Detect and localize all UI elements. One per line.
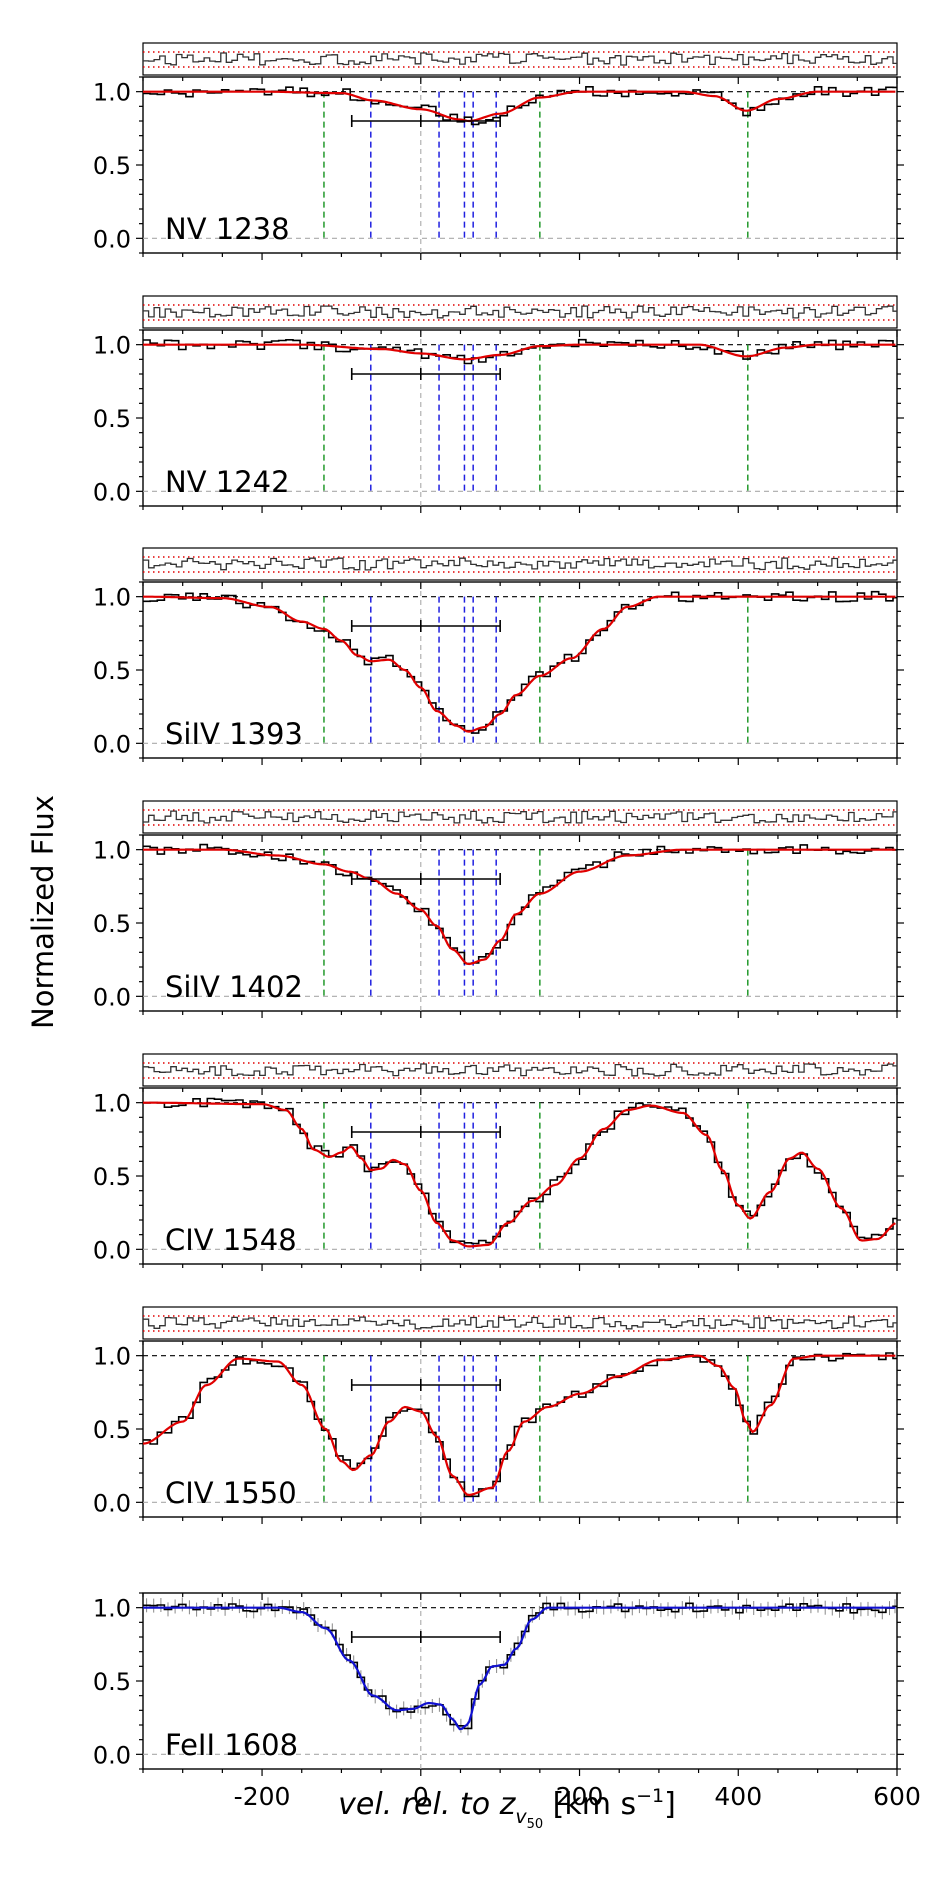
- model-curve: [143, 595, 896, 733]
- y-tick-label: 0.0: [93, 730, 131, 758]
- x-tick-label: -200: [234, 1782, 291, 1811]
- y-tick-label: 0.0: [93, 983, 131, 1011]
- y-tick-label: 1.0: [93, 332, 131, 360]
- y-axis-title: Normalized Flux: [26, 795, 60, 1029]
- y-tick-label: 1.0: [93, 1090, 131, 1118]
- x-axis-title-subsub: 50: [527, 1817, 544, 1832]
- model-curve: [142, 1354, 896, 1497]
- panel-siiv-1402: 0.0 0.5 1.0 SiIV 1402: [93, 800, 904, 1018]
- model-curve: [143, 343, 896, 361]
- residual-frame: [142, 42, 898, 76]
- y-tick-label: 0.5: [93, 152, 131, 180]
- panel-civ-1550: 0.0 0.5 1.0 CIV 1550: [93, 1306, 904, 1524]
- residual-frame: [142, 1306, 898, 1340]
- data-spectrum: [143, 86, 897, 126]
- y-tick-label: 0.5: [93, 405, 131, 433]
- panel-nv-1242: 0.0 0.5 1.0 NV 1242: [93, 295, 904, 513]
- panel-label: NV 1238: [165, 212, 290, 246]
- data-spectrum: [143, 1602, 897, 1730]
- x-tick-label: 200: [556, 1782, 604, 1811]
- residual-line: [143, 810, 897, 824]
- x-axis-title: vel. rel. to zv50 [km s−1]: [338, 1785, 676, 1832]
- panel-label: FeII 1608: [165, 1728, 298, 1762]
- data-spectrum: [143, 338, 897, 365]
- x-tick-label: 600: [873, 1782, 921, 1811]
- model-curve: [143, 1101, 896, 1248]
- y-tick-label: 1.0: [93, 79, 131, 107]
- panel-nv-1238: 0.0 0.5 1.0 NV 1238: [93, 42, 904, 260]
- panel-siiv-1393: 0.0 0.5 1.0 SiIV 1393: [93, 547, 904, 765]
- x-axis-title-sub: v: [515, 1806, 527, 1828]
- data-spectrum: [143, 843, 897, 965]
- panels: 0.0 0.5 1.0 NV 1238 0.0 0.5 1.0 NV 1242 0.0 0.5 1.…: [93, 42, 921, 1811]
- model-curve: [143, 1606, 896, 1731]
- residual-line: [143, 52, 897, 66]
- residual-frame: [142, 547, 898, 581]
- y-tick-label: 0.5: [93, 1163, 131, 1191]
- y-tick-label: 1.0: [93, 1595, 131, 1623]
- x-axis-title-main: vel. rel. to z: [338, 1787, 516, 1822]
- y-tick-label: 0.0: [93, 1741, 131, 1769]
- panel-civ-1548: 0.0 0.5 1.0 CIV 1548: [93, 1053, 904, 1271]
- residual-line: [143, 305, 897, 319]
- y-tick-label: 1.0: [93, 837, 131, 865]
- y-tick-label: 0.0: [93, 1489, 131, 1517]
- residual-line: [143, 1063, 897, 1077]
- y-tick-label: 0.5: [93, 910, 131, 938]
- residual-line: [143, 557, 897, 571]
- panel-label: CIV 1548: [165, 1223, 297, 1257]
- y-tick-label: 0.5: [93, 657, 131, 685]
- panel-label: CIV 1550: [165, 1476, 297, 1510]
- data-spectrum: [143, 590, 897, 734]
- panel-label: SiIV 1402: [165, 970, 303, 1004]
- x-tick-label: 0: [413, 1782, 429, 1811]
- x-axis-title-close: ]: [664, 1787, 676, 1822]
- y-tick-label: 0.0: [93, 478, 131, 506]
- y-tick-label: 0.0: [93, 225, 131, 253]
- panel-label: NV 1242: [165, 465, 290, 499]
- x-axis-title-exp: −1: [636, 1785, 664, 1807]
- data-spectrum: [143, 1097, 897, 1245]
- y-tick-label: 0.5: [93, 1416, 131, 1444]
- residual-line: [143, 1316, 897, 1330]
- residual-frame: [142, 295, 898, 329]
- residual-frame: [142, 1053, 898, 1087]
- model-curve: [143, 90, 896, 123]
- model-curve: [143, 848, 896, 966]
- panel-feii-1608: 0.0 0.5 1.0 FeII 1608: [93, 1592, 904, 1776]
- panel-label: SiIV 1393: [165, 717, 303, 751]
- x-tick-label: 400: [714, 1782, 762, 1811]
- y-tick-label: 0.5: [93, 1668, 131, 1696]
- y-tick-label: 1.0: [93, 1343, 131, 1371]
- x-axis-title-units: [km s: [543, 1787, 636, 1822]
- y-tick-label: 0.0: [93, 1236, 131, 1264]
- data-spectrum: [143, 1352, 897, 1498]
- y-tick-label: 1.0: [93, 584, 131, 612]
- residual-frame: [142, 800, 898, 834]
